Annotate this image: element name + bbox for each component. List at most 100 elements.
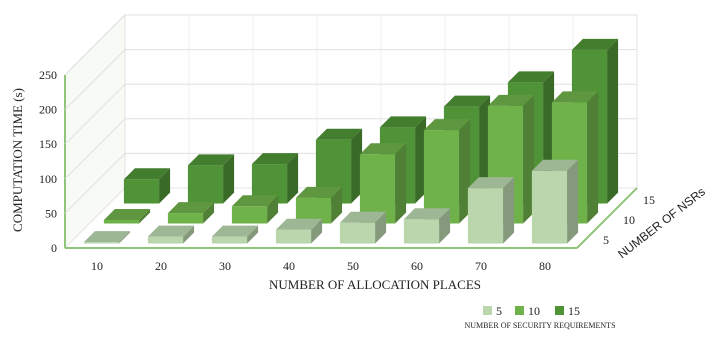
bar-top	[551, 91, 599, 103]
bar-front	[147, 236, 184, 244]
bar	[211, 225, 259, 244]
bar-side	[247, 225, 259, 244]
x-tick-label: 10	[91, 259, 103, 273]
bar-side	[587, 91, 599, 224]
bar-side	[351, 128, 363, 204]
bar-front	[103, 220, 140, 224]
bar-top	[275, 218, 323, 230]
bar-side	[415, 116, 427, 204]
bar-front	[167, 213, 204, 224]
bar	[467, 177, 515, 244]
gridline-y	[64, 49, 637, 110]
bar-side	[287, 153, 299, 204]
z-tick-label: 10	[623, 213, 635, 227]
bar-side	[159, 168, 171, 204]
x-tick-label: 80	[539, 259, 551, 273]
bar-front	[251, 164, 288, 204]
bar	[295, 186, 343, 224]
bar-front	[83, 242, 120, 244]
bar-top	[315, 128, 363, 140]
bar-front	[423, 130, 460, 224]
bar-side	[459, 119, 471, 224]
bar-side	[375, 211, 387, 244]
bar-front	[187, 165, 224, 204]
bar-side	[267, 195, 279, 224]
bar-top	[507, 71, 555, 83]
bar-top	[379, 116, 427, 128]
z-tick-label: 15	[643, 193, 655, 207]
bar	[123, 168, 171, 204]
bar-top	[147, 225, 195, 237]
legend-label: 15	[568, 304, 580, 318]
bar-side	[331, 186, 343, 224]
bar-top	[123, 168, 171, 180]
x-tick-label: 20	[155, 259, 167, 273]
legend-swatch	[483, 306, 492, 315]
x-tick-label: 40	[283, 259, 295, 273]
bar	[231, 195, 279, 224]
bar-top	[251, 153, 299, 165]
bar-front	[359, 154, 396, 224]
bar-top	[531, 159, 579, 171]
bar	[531, 159, 579, 244]
bar-top	[339, 211, 387, 223]
bar-front	[211, 236, 248, 244]
bar-top	[487, 94, 535, 106]
y-tick-label: 200	[39, 103, 57, 117]
x-axis-title: NUMBER OF ALLOCATION PLACES	[269, 277, 481, 292]
y-tick-label: 50	[45, 206, 57, 220]
bar-side	[311, 218, 323, 244]
legend: 5 10 15	[483, 304, 580, 318]
bar	[423, 119, 471, 224]
x-tick-label: 30	[219, 259, 231, 273]
gridline-y	[64, 83, 637, 145]
bar	[83, 231, 131, 244]
bar-side	[607, 38, 619, 204]
y-axis-title: COMPUTATION TIME (s)	[10, 88, 25, 232]
bar-top	[571, 38, 619, 50]
bar-top	[467, 177, 515, 189]
x-tick-label: 60	[411, 259, 423, 273]
bar-side	[439, 208, 451, 244]
legend-label: 5	[496, 304, 502, 318]
bar-top	[83, 231, 131, 243]
bar-side	[523, 94, 535, 224]
bar-top	[423, 119, 471, 131]
bar	[275, 218, 323, 244]
bars	[83, 38, 619, 244]
bar	[251, 153, 299, 204]
bar	[339, 211, 387, 244]
bar-top	[295, 186, 343, 198]
bar-side	[139, 209, 151, 224]
legend-title: NUMBER OF SECURITY REQUIREMENTS	[464, 321, 615, 330]
bar-side	[223, 154, 235, 204]
bar-side	[503, 177, 515, 244]
gridline-y	[64, 14, 637, 76]
bar-top	[103, 209, 151, 220]
bar-top	[187, 154, 235, 166]
floor-right-edge	[576, 187, 638, 249]
bar	[147, 225, 195, 244]
legend-swatch	[555, 306, 564, 315]
bar-side	[119, 231, 131, 244]
legend-label: 10	[528, 304, 540, 318]
bar-top	[403, 208, 451, 220]
legend-swatch	[515, 306, 524, 315]
bar-top	[167, 202, 215, 214]
bar-front	[123, 179, 160, 204]
bar-front	[467, 188, 504, 244]
bar-side	[567, 159, 579, 244]
bar-top	[443, 95, 491, 107]
y-tick-label: 150	[39, 137, 57, 151]
bar-side	[479, 95, 491, 204]
y-tick-label: 100	[39, 172, 57, 186]
x-tick-label: 50	[347, 259, 359, 273]
bar	[187, 154, 235, 204]
bar	[167, 202, 215, 224]
bar-front	[275, 229, 312, 244]
bar-front	[531, 170, 568, 244]
bar-front	[295, 197, 332, 224]
z-tick-label: 5	[603, 233, 609, 247]
bar-front	[403, 219, 440, 244]
